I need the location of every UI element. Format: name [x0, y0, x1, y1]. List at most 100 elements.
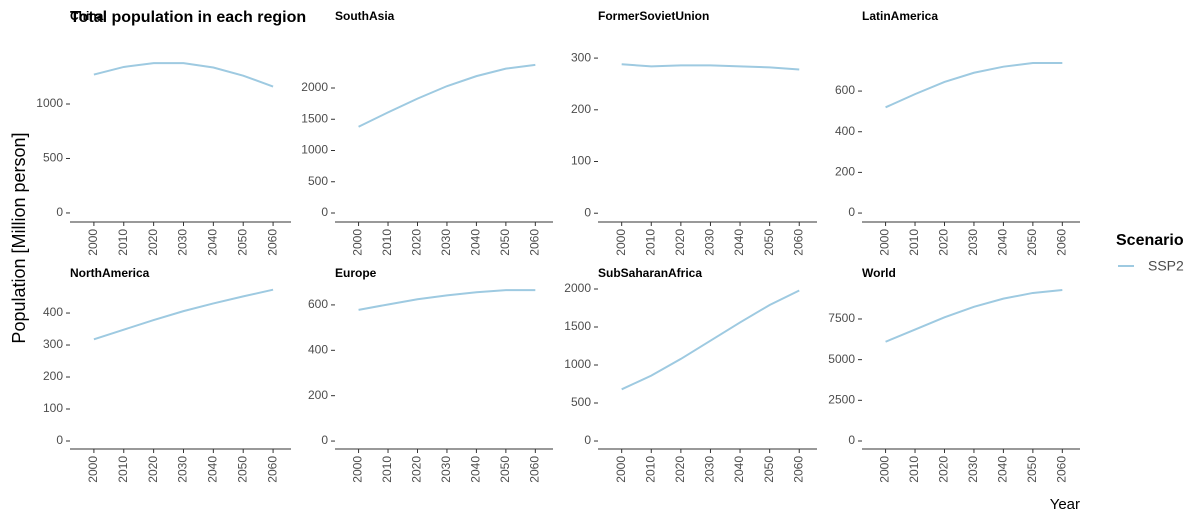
x-tick-label: 2020 [673, 229, 687, 256]
x-tick-label: 2060 [1054, 456, 1068, 483]
y-tick-label: 300 [571, 50, 591, 64]
facet-title: World [862, 266, 896, 280]
x-tick-label: 2040 [996, 456, 1010, 483]
x-tick-label: 2060 [1054, 229, 1068, 256]
y-tick-label: 300 [43, 337, 63, 351]
x-tick-label: 2040 [996, 229, 1010, 256]
x-tick-label: 2040 [469, 229, 483, 256]
x-tick-label: 2010 [116, 456, 130, 483]
x-tick-label: 2020 [937, 456, 951, 483]
x-tick-label: 2040 [206, 456, 220, 483]
facet-title: SubSaharanAfrica [598, 266, 702, 280]
x-tick-label: 2050 [498, 456, 512, 483]
y-axis-label: Population [Million person] [9, 132, 29, 343]
series-line [621, 289, 800, 391]
x-tick-label: 2040 [732, 456, 746, 483]
y-tick-label: 600 [835, 83, 855, 97]
x-tick-label: 2050 [762, 229, 776, 256]
x-tick-label: 2030 [439, 229, 453, 256]
facet-title: NorthAmerica [70, 266, 150, 280]
y-tick-label: 0 [848, 433, 855, 447]
x-tick-label: 2000 [614, 456, 628, 483]
facet-title: FormerSovietUnion [598, 9, 709, 23]
y-tick-label: 600 [308, 297, 328, 311]
y-tick-label: 0 [584, 205, 591, 219]
facet-title: LatinAmerica [862, 9, 938, 23]
x-tick-label: 2020 [673, 456, 687, 483]
x-tick-label: 2000 [351, 456, 365, 483]
y-tick-label: 500 [43, 151, 63, 165]
y-tick-label: 1000 [301, 143, 328, 157]
y-tick-label: 1500 [564, 319, 591, 333]
x-tick-label: 2040 [732, 229, 746, 256]
x-tick-label: 2060 [791, 229, 805, 256]
legend-title: Scenario [1116, 232, 1184, 249]
y-tick-label: 1000 [36, 96, 63, 110]
y-tick-label: 200 [308, 388, 328, 402]
x-tick-label: 2020 [146, 229, 160, 256]
x-tick-label: 2010 [116, 229, 130, 256]
series-line [621, 63, 800, 71]
y-tick-label: 0 [584, 433, 591, 447]
x-tick-label: 2060 [527, 456, 541, 483]
y-tick-label: 100 [43, 401, 63, 415]
facet-title: SouthAsia [335, 9, 395, 23]
x-tick-label: 2030 [176, 456, 190, 483]
x-tick-label: 2030 [176, 229, 190, 256]
chart-title: Total population in each region [70, 9, 306, 26]
x-tick-label: 2010 [907, 229, 921, 256]
y-tick-label: 400 [308, 342, 328, 356]
x-tick-label: 2000 [86, 229, 100, 256]
x-tick-label: 2010 [643, 229, 657, 256]
x-tick-label: 2020 [410, 229, 424, 256]
series-line [885, 289, 1063, 343]
y-tick-label: 5000 [828, 352, 855, 366]
y-tick-label: 500 [308, 174, 328, 188]
x-tick-label: 2050 [498, 229, 512, 256]
x-tick-label: 2030 [703, 229, 717, 256]
y-tick-label: 2500 [828, 392, 855, 406]
series-line [885, 62, 1063, 109]
x-tick-label: 2050 [1025, 229, 1039, 256]
series-line [358, 63, 536, 128]
y-tick-label: 100 [571, 154, 591, 168]
y-tick-label: 1500 [301, 111, 328, 125]
x-tick-label: 2000 [351, 229, 365, 256]
x-tick-label: 2010 [907, 456, 921, 483]
x-tick-label: 2030 [703, 456, 717, 483]
y-tick-label: 200 [835, 165, 855, 179]
y-tick-label: 2000 [301, 80, 328, 94]
y-tick-label: 1000 [564, 357, 591, 371]
x-tick-label: 2050 [1025, 456, 1039, 483]
x-tick-label: 2050 [235, 456, 249, 483]
x-tick-label: 2040 [469, 456, 483, 483]
y-tick-label: 400 [43, 305, 63, 319]
x-tick-label: 2030 [439, 456, 453, 483]
x-tick-label: 2000 [878, 229, 892, 256]
x-tick-label: 2010 [380, 456, 394, 483]
x-tick-label: 2010 [380, 229, 394, 256]
y-tick-label: 0 [56, 205, 63, 219]
y-tick-label: 500 [571, 395, 591, 409]
y-tick-label: 200 [43, 369, 63, 383]
y-tick-label: 2000 [564, 281, 591, 295]
x-tick-label: 2010 [643, 456, 657, 483]
series-line [93, 62, 274, 88]
x-tick-label: 2020 [937, 229, 951, 256]
x-tick-label: 2060 [791, 456, 805, 483]
x-tick-label: 2030 [966, 229, 980, 256]
series-line [93, 288, 274, 341]
x-tick-label: 2000 [614, 229, 628, 256]
x-axis-label: Year [1050, 496, 1080, 512]
x-tick-label: 2060 [527, 229, 541, 256]
x-tick-label: 2050 [235, 229, 249, 256]
x-tick-label: 2000 [878, 456, 892, 483]
y-tick-label: 0 [321, 433, 328, 447]
series-line [358, 289, 536, 311]
x-tick-label: 2050 [762, 456, 776, 483]
y-tick-label: 7500 [828, 311, 855, 325]
x-tick-label: 2020 [146, 456, 160, 483]
x-tick-label: 2000 [86, 456, 100, 483]
y-tick-label: 400 [835, 124, 855, 138]
y-tick-label: 0 [321, 205, 328, 219]
